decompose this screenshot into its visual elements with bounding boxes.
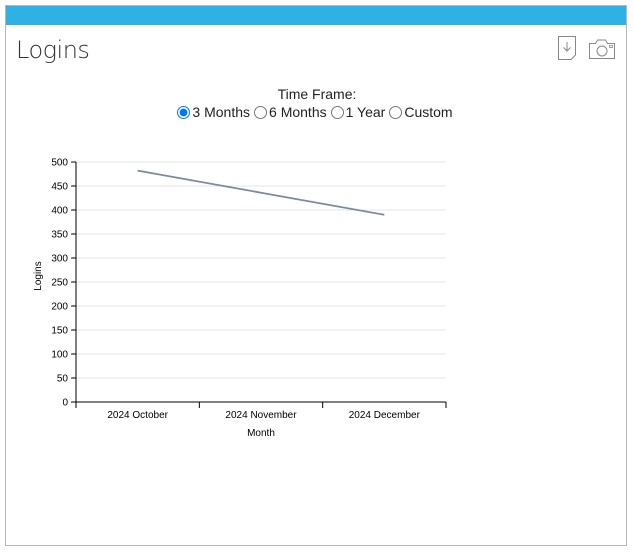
radio-3-months[interactable] — [177, 105, 191, 119]
radio-label: 1 Year — [345, 104, 386, 120]
y-tick-label: 150 — [51, 326, 68, 337]
radio-option-1-year[interactable]: 1 Year — [330, 103, 390, 121]
x-tick-label: 2024 November — [225, 410, 297, 421]
y-tick-label: 500 — [51, 158, 68, 169]
x-axis-label: Month — [247, 428, 275, 439]
panel-topbar — [6, 6, 626, 25]
x-axis: 2024 October 2024 November 2024 December — [75, 401, 447, 421]
y-tick-label: 200 — [51, 302, 68, 313]
grid-lines — [76, 161, 446, 379]
page-title: Logins — [16, 36, 90, 64]
y-axis-label: Logins — [33, 261, 44, 290]
timeframe-radio-group: 3 Months 6 Months 1 Year Custom — [177, 103, 456, 121]
series-line — [137, 169, 385, 216]
radio-option-3-months[interactable]: 3 Months — [177, 103, 254, 121]
chart-panel: Logins Time Frame: 3 Months 6 Months — [5, 5, 627, 546]
radio-label: 3 Months — [192, 104, 251, 120]
radio-custom[interactable] — [389, 105, 403, 119]
radio-option-custom[interactable]: Custom — [389, 103, 456, 121]
y-axis: 0 50 100 150 200 250 300 350 400 450 500 — [51, 158, 77, 409]
radio-label: Custom — [404, 104, 453, 120]
y-tick-label: 300 — [51, 254, 68, 265]
y-tick-label: 50 — [57, 374, 69, 385]
camera-icon[interactable] — [588, 38, 616, 60]
x-tick-label: 2024 December — [349, 410, 421, 421]
series-layer — [137, 169, 385, 216]
logins-line-chart: 0 50 100 150 200 250 300 350 400 450 500 2024 Octo… — [33, 158, 447, 439]
radio-label: 6 Months — [269, 104, 327, 120]
y-tick-label: 0 — [62, 398, 68, 409]
timeframe-label: Time Frame: — [277, 86, 357, 102]
y-tick-label: 400 — [51, 206, 68, 217]
y-tick-label: 250 — [51, 278, 68, 289]
y-tick-label: 450 — [51, 182, 68, 193]
radio-6-months[interactable] — [254, 105, 268, 119]
y-tick-label: 100 — [51, 350, 68, 361]
y-tick-label: 350 — [51, 230, 68, 241]
radio-option-6-months[interactable]: 6 Months — [254, 103, 331, 121]
x-tick-label: 2024 October — [107, 410, 168, 421]
timeframe-selector: Time Frame: 3 Months 6 Months 1 Year Cus… — [6, 86, 628, 122]
download-icon[interactable] — [557, 35, 577, 61]
radio-1-year[interactable] — [330, 105, 344, 119]
